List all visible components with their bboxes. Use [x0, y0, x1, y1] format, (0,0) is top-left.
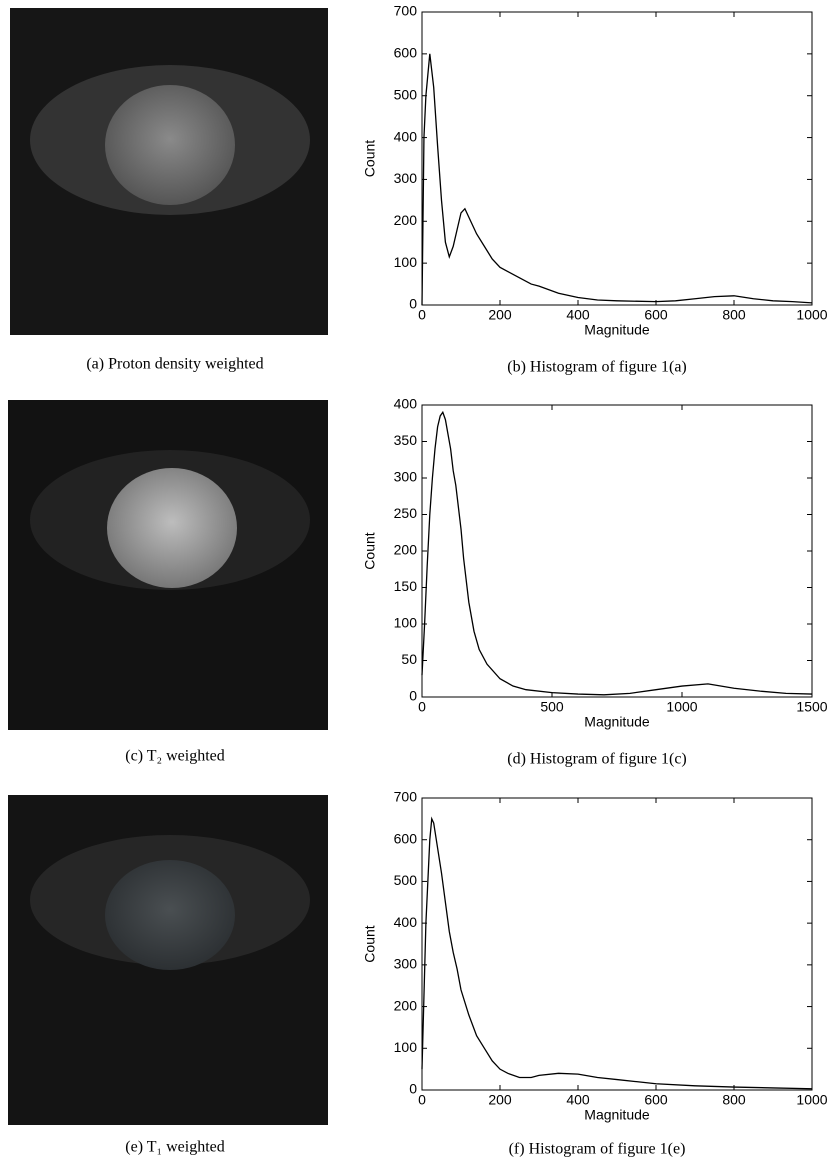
y-tick-label: 700	[394, 3, 418, 19]
x-axis-label: Magnitude	[584, 714, 650, 730]
histogram-line	[421, 53, 813, 306]
y-axis-label: Count	[362, 140, 378, 177]
y-tick-label: 200	[394, 997, 418, 1013]
image-caption: (a) Proton density weighted	[86, 356, 263, 373]
image-caption: (c) T₂ weighted	[125, 748, 224, 765]
y-tick-label: 0	[409, 296, 417, 312]
x-tick-label: 800	[722, 1092, 746, 1108]
y-tick-label: 500	[394, 872, 418, 888]
y-axis-label: Count	[362, 925, 378, 962]
plot-frame	[421, 797, 813, 1091]
y-tick-label: 300	[394, 956, 418, 972]
histogram-line	[421, 816, 813, 1090]
histogram-line	[421, 410, 813, 696]
y-tick-label: 250	[394, 505, 418, 521]
y-tick-label: 100	[394, 254, 418, 270]
y-tick-label: 150	[394, 578, 418, 594]
x-tick-label: 1000	[666, 699, 697, 715]
x-tick-label: 200	[488, 1092, 512, 1108]
y-tick-label: 200	[394, 542, 418, 558]
y-axis-label: Count	[362, 532, 378, 569]
y-tick-label: 200	[394, 212, 418, 228]
y-tick-label: 100	[394, 615, 418, 631]
y-tick-label: 0	[409, 688, 417, 704]
y-tick-label: 700	[394, 789, 418, 805]
y-tick-label: 400	[394, 396, 418, 412]
x-tick-label: 0	[418, 1092, 426, 1108]
chart-caption: (d) Histogram of figure 1(c)	[507, 751, 687, 768]
mri-image	[8, 795, 328, 1125]
x-tick-label: 200	[488, 307, 512, 323]
y-tick-label: 400	[394, 128, 418, 144]
y-tick-label: 300	[394, 469, 418, 485]
y-tick-label: 300	[394, 170, 418, 186]
chart-caption: (f) Histogram of figure 1(e)	[509, 1141, 686, 1158]
x-tick-label: 500	[540, 699, 564, 715]
x-tick-label: 1000	[796, 1092, 827, 1108]
x-tick-label: 0	[418, 699, 426, 715]
x-tick-label: 600	[644, 1092, 668, 1108]
x-axis-label: Magnitude	[584, 1107, 650, 1123]
x-tick-label: 1500	[796, 699, 827, 715]
y-tick-label: 600	[394, 45, 418, 61]
x-axis-label: Magnitude	[584, 322, 650, 338]
y-tick-label: 400	[394, 914, 418, 930]
x-tick-label: 0	[418, 307, 426, 323]
y-tick-label: 350	[394, 432, 418, 448]
x-tick-label: 400	[566, 307, 590, 323]
y-tick-label: 600	[394, 830, 418, 846]
y-tick-label: 100	[394, 1039, 418, 1055]
image-caption: (e) T₁ weighted	[125, 1139, 224, 1156]
y-tick-label: 500	[394, 86, 418, 102]
y-tick-label: 50	[401, 651, 417, 667]
mri-image	[10, 8, 328, 335]
mri-image	[8, 400, 328, 730]
plot-frame	[421, 11, 813, 306]
x-tick-label: 600	[644, 307, 668, 323]
chart-caption: (b) Histogram of figure 1(a)	[507, 359, 687, 376]
x-tick-label: 1000	[796, 307, 827, 323]
x-tick-label: 800	[722, 307, 746, 323]
y-tick-label: 0	[409, 1081, 417, 1097]
x-tick-label: 400	[566, 1092, 590, 1108]
